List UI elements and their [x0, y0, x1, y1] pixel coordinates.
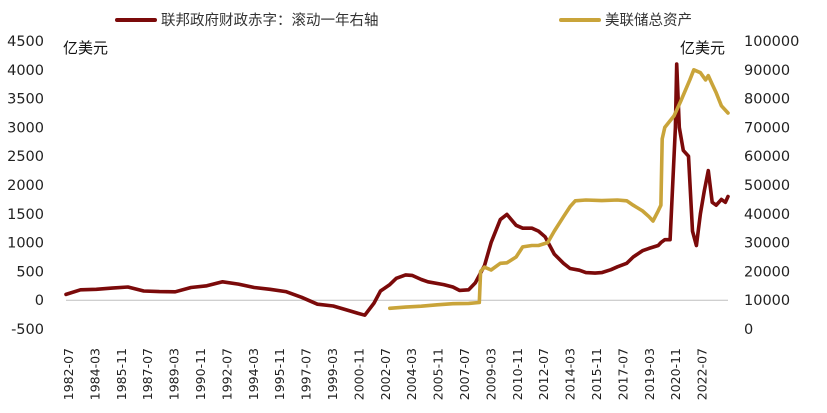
x-tick-label: 1989-03 [167, 348, 182, 400]
x-tick-label: 2014-03 [563, 348, 578, 400]
x-tick-label: 2015-11 [589, 348, 604, 400]
left-tick-label: 0 [35, 293, 44, 309]
right-axis-ticks: 1000009000080000700006000050000400003000… [744, 34, 799, 338]
x-tick-label: 1990-11 [193, 348, 208, 400]
left-tick-label: -500 [11, 322, 44, 338]
x-tick-label: 2022-07 [695, 348, 710, 400]
legend-label-assets: 美联储总资产 [605, 12, 692, 29]
right-tick-label: 0 [744, 322, 753, 338]
series [64, 62, 730, 318]
right-tick-label: 10000 [744, 293, 790, 309]
right-tick-label: 80000 [744, 92, 790, 108]
x-tick-label: 2010-11 [510, 348, 525, 400]
x-tick-label: 1982-07 [61, 348, 76, 400]
series-line-assets [387, 68, 730, 311]
left-axis-ticks: 4500 4000 3500 3000 2500 2000 1500 1000 500 0 -500 [7, 34, 44, 338]
x-tick-label: 2004-03 [404, 348, 419, 400]
right-tick-label: 50000 [744, 178, 790, 194]
left-tick-label: 2500 [7, 149, 44, 165]
right-tick-label: 100000 [744, 34, 799, 50]
left-tick-label: 3000 [7, 120, 44, 136]
x-tick-label: 1997-07 [299, 348, 314, 400]
right-tick-label: 40000 [744, 207, 790, 223]
x-tick-label: 1985-11 [114, 348, 129, 400]
left-tick-label: 2000 [7, 178, 44, 194]
left-axis-unit: 亿美元 [63, 39, 108, 57]
x-tick-label: 2020-11 [668, 348, 683, 400]
x-tick-label: 2007-07 [457, 348, 472, 400]
series-line-deficit [64, 62, 730, 318]
right-axis-unit: 亿美元 [680, 39, 725, 57]
x-tick-label: 2009-03 [483, 348, 498, 400]
right-tick-label: 90000 [744, 63, 790, 79]
left-tick-label: 4500 [7, 34, 44, 50]
left-tick-label: 1500 [7, 207, 44, 223]
x-axis-ticks: 1982-07 1984-03 1985-11 1987-07 1989-03 1990-… [61, 348, 710, 400]
left-tick-label: 500 [16, 264, 44, 280]
x-tick-label: 1994-03 [246, 348, 261, 400]
x-tick-label: 2000-11 [351, 348, 366, 400]
x-tick-label: 2005-11 [431, 348, 446, 400]
x-tick-label: 2017-07 [615, 348, 630, 400]
right-tick-label: 20000 [744, 264, 790, 280]
x-tick-label: 2019-03 [642, 348, 657, 400]
left-tick-label: 1000 [7, 236, 44, 252]
right-tick-label: 70000 [744, 120, 790, 136]
left-tick-label: 4000 [7, 63, 44, 79]
x-tick-label: 2002-07 [378, 348, 393, 400]
x-tick-label: 1995-11 [272, 348, 287, 400]
legend: 联邦政府财政赤字：滚动一年右轴 美联储总资产 [115, 12, 692, 29]
legend-label-deficit: 联邦政府财政赤字：滚动一年右轴 [161, 12, 379, 29]
x-tick-label: 1984-03 [87, 348, 102, 400]
left-tick-label: 3500 [7, 92, 44, 108]
right-tick-label: 30000 [744, 236, 790, 252]
x-tick-label: 1987-07 [140, 348, 155, 400]
x-tick-label: 2012-07 [536, 348, 551, 400]
right-tick-label: 60000 [744, 149, 790, 165]
x-tick-label: 1992-07 [219, 348, 234, 400]
x-tick-label: 1999-03 [325, 348, 340, 400]
